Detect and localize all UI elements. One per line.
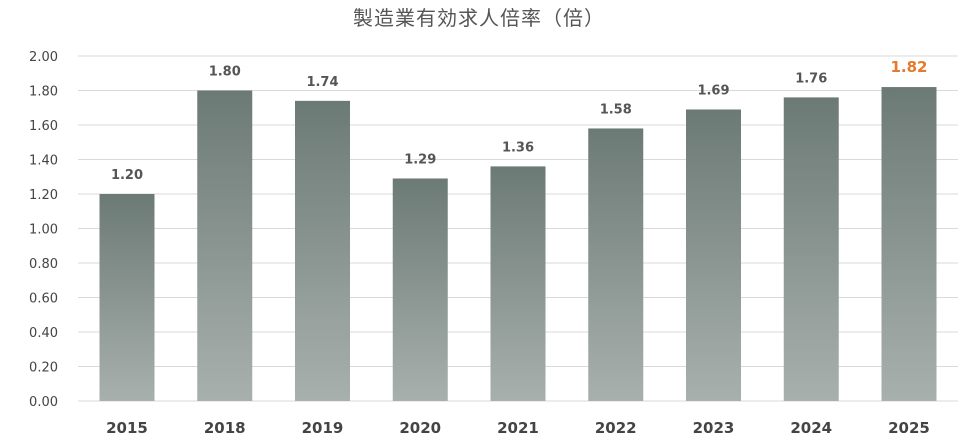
data-label-2023: 1.69 bbox=[697, 83, 729, 98]
bars bbox=[99, 87, 937, 402]
data-label-2024: 1.76 bbox=[795, 71, 827, 86]
bar-2022 bbox=[588, 128, 644, 401]
x-tick-label: 2024 bbox=[790, 419, 832, 437]
y-tick-label: 1.40 bbox=[29, 154, 58, 169]
y-tick-label: 0.40 bbox=[29, 326, 58, 341]
x-tick-label: 2022 bbox=[595, 419, 637, 437]
bar-2023 bbox=[686, 109, 741, 401]
y-tick-label: 1.20 bbox=[29, 188, 58, 203]
y-tick-label: 0.60 bbox=[29, 292, 58, 307]
y-axis-ticks: 0.00 0.20 0.40 0.60 0.80 1.00 1.20 1.40 1.60 1.80… bbox=[29, 50, 58, 410]
data-label-2015: 1.20 bbox=[111, 168, 143, 183]
bar-2018 bbox=[197, 90, 253, 401]
y-tick-label: 1.60 bbox=[29, 119, 58, 134]
data-label-2019: 1.74 bbox=[306, 75, 338, 90]
data-label-2020: 1.29 bbox=[404, 152, 436, 167]
bar-2025 bbox=[881, 87, 937, 402]
bar-2024 bbox=[783, 97, 839, 402]
y-tick-label: 2.00 bbox=[29, 50, 58, 65]
data-labels: 1.20 1.80 1.74 1.29 1.36 1.58 1.69 1.76 1.82 bbox=[111, 58, 928, 183]
chart-title: 製造業有効求人倍率（倍） bbox=[353, 6, 605, 30]
x-tick-label: 2021 bbox=[497, 419, 539, 437]
bar-2020 bbox=[392, 178, 448, 401]
x-tick-label: 2015 bbox=[106, 419, 148, 437]
x-tick-label: 2020 bbox=[399, 419, 441, 437]
y-tick-label: 0.00 bbox=[29, 395, 58, 410]
x-tick-label: 2025 bbox=[888, 419, 930, 437]
data-label-2018: 1.80 bbox=[209, 65, 241, 80]
x-tick-label: 2018 bbox=[204, 419, 246, 437]
y-tick-label: 1.00 bbox=[29, 223, 58, 238]
x-tick-label: 2019 bbox=[302, 419, 344, 437]
data-label-2025: 1.82 bbox=[890, 58, 927, 76]
bar-2015 bbox=[99, 194, 155, 401]
y-tick-label: 1.80 bbox=[29, 85, 58, 100]
data-label-2021: 1.36 bbox=[502, 140, 534, 155]
y-tick-label: 0.20 bbox=[29, 361, 58, 376]
bar-2021 bbox=[490, 166, 546, 401]
bar-2019 bbox=[295, 100, 350, 401]
data-label-2022: 1.58 bbox=[600, 102, 632, 117]
x-tick-label: 2023 bbox=[693, 419, 735, 437]
y-tick-label: 0.80 bbox=[29, 257, 58, 272]
x-axis-ticks: 2015 2018 2019 2020 2021 2022 2023 2024 2025 bbox=[106, 419, 930, 437]
